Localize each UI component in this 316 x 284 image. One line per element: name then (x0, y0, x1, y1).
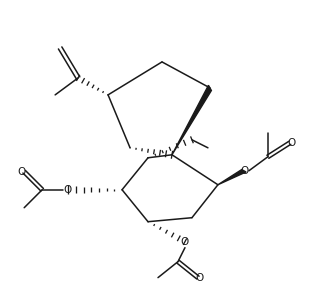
Text: O: O (241, 166, 249, 176)
Text: O: O (181, 237, 189, 247)
Polygon shape (218, 170, 246, 185)
Text: O: O (288, 138, 296, 148)
Polygon shape (172, 85, 211, 155)
Text: O: O (196, 273, 204, 283)
Text: O: O (63, 185, 71, 195)
Text: O: O (17, 167, 25, 177)
